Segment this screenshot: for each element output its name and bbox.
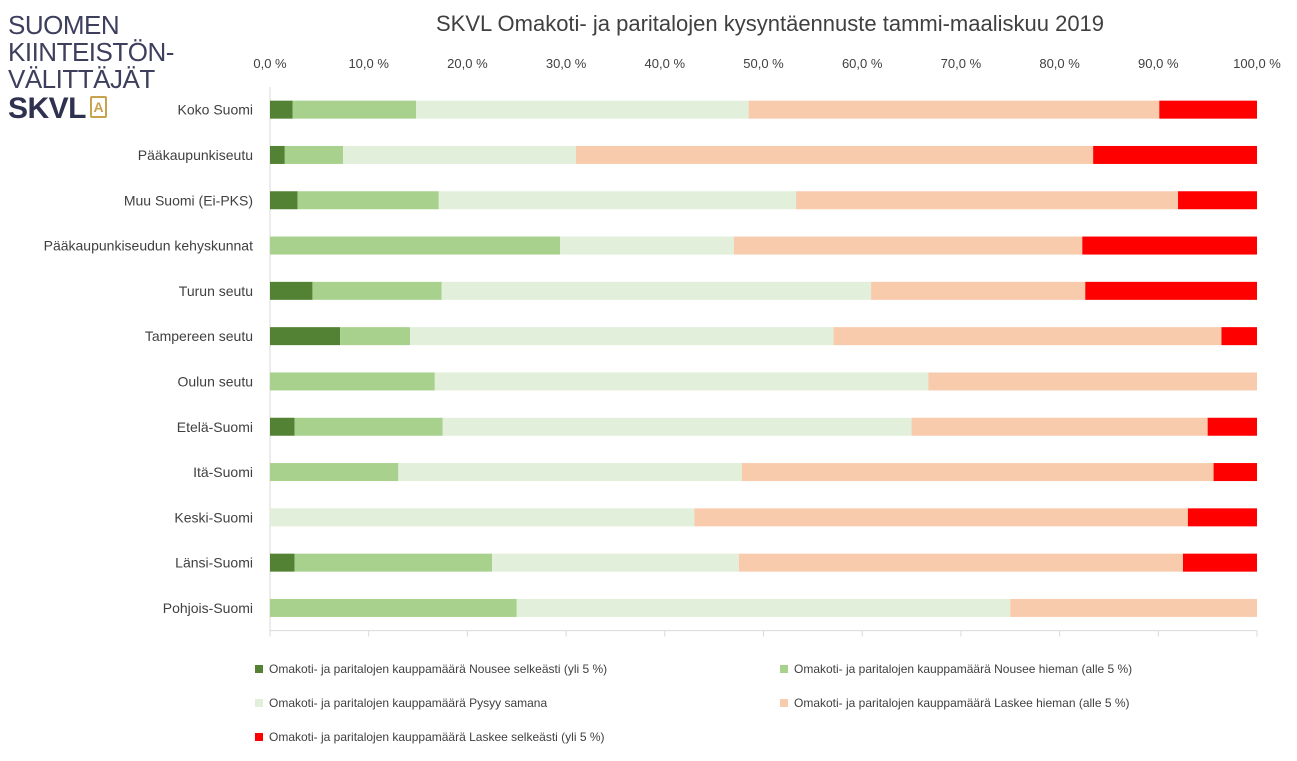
category-label: Koko Suomi bbox=[178, 102, 253, 118]
x-tick-label: 10,0 % bbox=[348, 56, 389, 71]
bar-segment bbox=[270, 553, 295, 572]
category-label: Länsi-Suomi bbox=[175, 555, 253, 571]
x-tick-label: 40,0 % bbox=[645, 56, 686, 71]
bar-segment bbox=[270, 508, 695, 527]
x-tick-label: 80,0 % bbox=[1039, 56, 1080, 71]
bar-segment bbox=[1082, 236, 1257, 255]
legend-label: Omakoti- ja paritalojen kauppamäärä Nous… bbox=[794, 662, 1133, 676]
bar-segment bbox=[270, 281, 313, 300]
bar-segment bbox=[911, 417, 1208, 436]
bar-segment bbox=[284, 145, 344, 164]
bar-segment bbox=[438, 191, 797, 210]
bar-segment bbox=[270, 100, 293, 119]
bar-segment bbox=[441, 281, 872, 300]
bar-segment bbox=[434, 372, 929, 391]
legend-swatch bbox=[255, 733, 263, 741]
stacked-bar-chart: 0,0 % 10,0 % 20,0 % 30,0 % 40,0 % 50,0 % 60,0 … bbox=[44, 56, 1281, 637]
bar-segment bbox=[294, 553, 493, 572]
category-label: Oulun seutu bbox=[178, 373, 254, 389]
legend-item: Omakoti- ja paritalojen kauppamäärä Pysy… bbox=[255, 695, 547, 711]
x-tick-label: 30,0 % bbox=[546, 56, 587, 71]
x-tick-label: 0,0 % bbox=[253, 56, 287, 71]
bar-segment bbox=[871, 281, 1086, 300]
bar-segment bbox=[270, 372, 435, 391]
category-label: Turun seutu bbox=[179, 283, 253, 299]
bar-segment bbox=[270, 598, 517, 617]
bar-segment bbox=[398, 463, 742, 482]
skvl-logo: SUOMEN KIINTEISTÖN- VÄLITTÄJÄT SKVL A bbox=[8, 10, 183, 125]
bar-segment bbox=[928, 372, 1257, 391]
legend-label: Omakoti- ja paritalojen kauppamäärä Lask… bbox=[269, 730, 605, 744]
house-badge-icon: A bbox=[90, 96, 107, 118]
legend-swatch bbox=[780, 665, 788, 673]
legend-swatch bbox=[255, 665, 263, 673]
bar-segment bbox=[1010, 598, 1257, 617]
bar-segment bbox=[1207, 417, 1257, 436]
legend-item: Omakoti- ja paritalojen kauppamäärä Lask… bbox=[255, 729, 605, 745]
bar-segment bbox=[294, 417, 443, 436]
bar-segment bbox=[560, 236, 734, 255]
category-label: Muu Suomi (Ei-PKS) bbox=[124, 192, 253, 208]
legend-item: Omakoti- ja paritalojen kauppamäärä Nous… bbox=[780, 661, 1132, 677]
bar-segment bbox=[442, 417, 912, 436]
bar-segment bbox=[270, 191, 298, 210]
bar-segment bbox=[312, 281, 442, 300]
x-tick-label: 20,0 % bbox=[447, 56, 488, 71]
bar-segment bbox=[270, 236, 561, 255]
legend-label: Omakoti- ja paritalojen kauppamäärä Pysy… bbox=[269, 696, 548, 710]
bar-segment bbox=[492, 553, 739, 572]
category-label: Pääkaupunkiseutu bbox=[138, 147, 253, 163]
legend-label: Omakoti- ja paritalojen kauppamäärä Lask… bbox=[794, 696, 1130, 710]
bar-segment bbox=[270, 145, 285, 164]
bar-segment bbox=[1221, 327, 1257, 346]
category-label: Itä-Suomi bbox=[193, 464, 253, 480]
bar-segment bbox=[297, 191, 439, 210]
bar-segment bbox=[416, 100, 749, 119]
bar-segment bbox=[575, 145, 1094, 164]
bar-segment bbox=[340, 327, 411, 346]
bar-segment bbox=[1093, 145, 1257, 164]
bar-segment bbox=[1182, 553, 1257, 572]
bar-segment bbox=[738, 553, 1183, 572]
x-tick-label: 60,0 % bbox=[842, 56, 883, 71]
bar-segment bbox=[833, 327, 1222, 346]
bar-segment bbox=[270, 417, 295, 436]
bar-segment bbox=[292, 100, 417, 119]
bar-segment bbox=[270, 463, 399, 482]
legend-swatch bbox=[255, 699, 263, 707]
bar-segment bbox=[1085, 281, 1257, 300]
chart-title: SKVL Omakoti- ja paritalojen kysyntäennu… bbox=[435, 11, 1105, 36]
legend-label: Omakoti- ja paritalojen kauppamäärä Nous… bbox=[269, 662, 608, 676]
chart-legend: Omakoti- ja paritalojen kauppamäärä Nous… bbox=[250, 655, 1290, 755]
category-label: Pääkaupunkiseudun kehyskunnat bbox=[44, 238, 253, 254]
legend-swatch bbox=[780, 699, 788, 707]
bar-segment bbox=[410, 327, 834, 346]
legend-item: Omakoti- ja paritalojen kauppamäärä Nous… bbox=[255, 661, 607, 677]
x-tick-label: 90,0 % bbox=[1138, 56, 1179, 71]
bar-segment bbox=[796, 191, 1179, 210]
category-label: Keski-Suomi bbox=[174, 509, 253, 525]
bar-segment bbox=[343, 145, 576, 164]
bar-segment bbox=[748, 100, 1160, 119]
bar-segment bbox=[694, 508, 1188, 527]
bar-segment bbox=[1187, 508, 1257, 527]
bar-segment bbox=[733, 236, 1083, 255]
category-label: Etelä-Suomi bbox=[177, 419, 253, 435]
x-tick-label: 50,0 % bbox=[743, 56, 784, 71]
bar-segment bbox=[516, 598, 1011, 617]
x-tick-label: 100,0 % bbox=[1233, 56, 1281, 71]
logo-line-2: KIINTEISTÖN- bbox=[8, 37, 174, 67]
category-label: Pohjois-Suomi bbox=[163, 600, 253, 616]
bar-segment bbox=[1159, 100, 1257, 119]
bar-segment bbox=[1213, 463, 1257, 482]
logo-brand: SKVL bbox=[8, 92, 87, 125]
legend-item: Omakoti- ja paritalojen kauppamäärä Lask… bbox=[780, 695, 1130, 711]
bar-segment bbox=[1178, 191, 1257, 210]
logo-line-3: VÄLITTÄJÄT bbox=[8, 64, 155, 94]
category-label: Tampereen seutu bbox=[145, 328, 253, 344]
bar-segment bbox=[741, 463, 1214, 482]
x-tick-label: 70,0 % bbox=[941, 56, 982, 71]
bar-segment bbox=[270, 327, 341, 346]
logo-line-1: SUOMEN bbox=[8, 10, 120, 40]
